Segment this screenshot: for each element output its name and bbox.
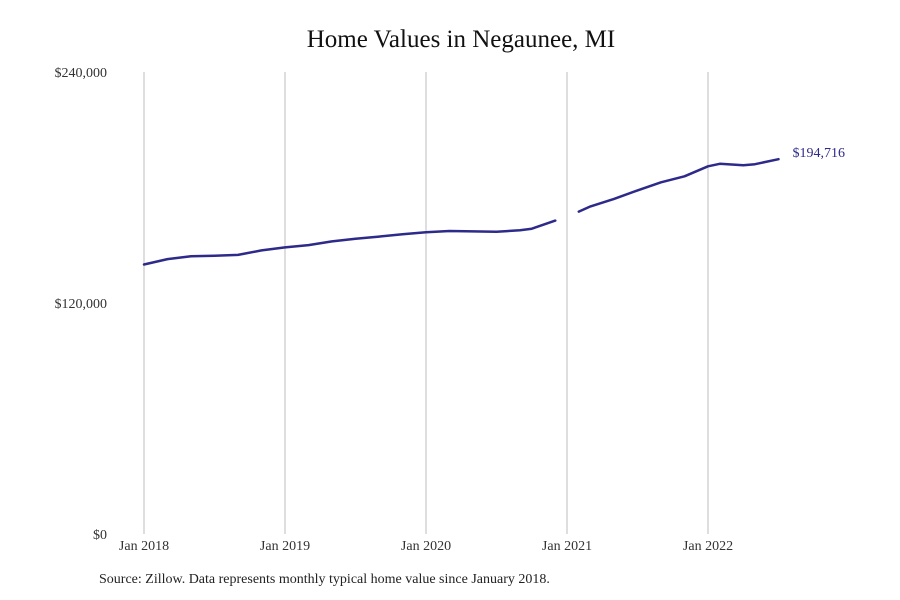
x-tick-label: Jan 2021 [542,539,592,554]
y-tick-label: $0 [93,528,107,543]
series-line-segment-2 [577,157,780,213]
y-tick-label: $240,000 [55,66,108,81]
data-labels: $194,716 [793,146,846,161]
x-tick-label: Jan 2020 [401,539,451,554]
end-value-label: $194,716 [793,146,846,161]
series-home-values [142,157,780,266]
y-axis-ticks: $0 $120,000 $240,000 [55,66,108,543]
grid-lines [143,72,709,534]
x-tick-label: Jan 2022 [683,539,733,554]
source-note: Source: Zillow. Data represents monthly … [99,572,550,587]
series-line-segment-1 [142,219,557,266]
x-tick-label: Jan 2019 [260,539,310,554]
y-tick-label: $120,000 [55,297,108,312]
x-tick-label: Jan 2018 [119,539,169,554]
chart-title: Home Values in Negaunee, MI [306,26,616,53]
x-axis-ticks: Jan 2018 Jan 2019 Jan 2020 Jan 2021 Jan 2022 [119,539,733,554]
